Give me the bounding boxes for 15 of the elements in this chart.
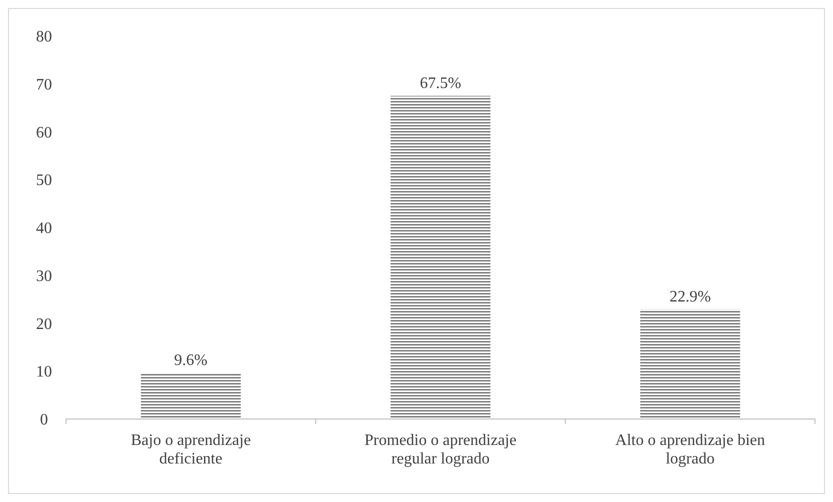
y-tick-label: 50 xyxy=(36,172,52,190)
data-label: 22.9% xyxy=(670,288,711,306)
y-tick-label: 10 xyxy=(36,364,52,381)
y-tick-label: 0 xyxy=(40,412,48,429)
y-tick-label: 20 xyxy=(36,316,52,333)
y-tick-label: 40 xyxy=(36,220,52,238)
x-tick-label: Alto o aprendizaje bien logrado xyxy=(615,432,766,468)
y-tick-label: 60 xyxy=(36,124,52,142)
x-tick-label: Bajo o aprendizaje deficiente xyxy=(130,432,251,468)
x-tick-label: Promedio o aprendizaje regular logrado xyxy=(364,432,516,468)
data-label: 67.5% xyxy=(420,74,462,92)
data-label: 9.6% xyxy=(174,352,208,370)
y-tick-label: 80 xyxy=(36,28,52,46)
y-tick-label: 30 xyxy=(36,268,52,285)
y-tick-label: 70 xyxy=(36,76,52,94)
